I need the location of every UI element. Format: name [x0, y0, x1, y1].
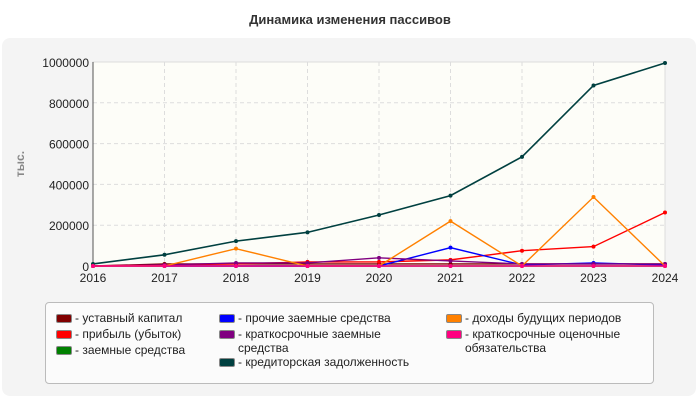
y-tick-label: 200000: [49, 219, 89, 233]
legend-swatch: [219, 314, 235, 323]
data-point: [591, 83, 596, 88]
legend: - уставный капитал - прибыль (убыток) - за…: [45, 302, 654, 384]
data-point: [520, 154, 524, 159]
data-point: [305, 230, 310, 235]
legend-label: - заемные средства: [75, 343, 186, 357]
legend-swatch: [446, 330, 462, 339]
data-point: [663, 264, 667, 268]
legend-swatch: [219, 358, 235, 367]
y-axis-label: тыс.: [13, 151, 27, 177]
data-point: [234, 260, 238, 265]
x-tick-label: 2022: [509, 271, 536, 285]
legend-item: - прибыль (убыток): [56, 327, 181, 341]
legend-item: - кредиторская задолженность: [219, 355, 409, 369]
data-point: [520, 248, 524, 253]
data-point: [234, 264, 238, 268]
chart-title: Динамика изменения пассивов: [249, 12, 451, 27]
legend-item: - доходы будущих периодов: [446, 311, 621, 325]
data-point: [305, 264, 310, 268]
legend-label: - краткосрочные заемные средства: [238, 327, 381, 355]
data-point: [377, 259, 381, 264]
x-tick-label: 2016: [80, 271, 107, 285]
data-point: [234, 239, 238, 244]
x-tick-label: 2021: [437, 271, 464, 285]
legend-label: - доходы будущих периодов: [465, 311, 622, 325]
legend-item: - прочие заемные средства: [219, 311, 391, 325]
x-tick-label: 2020: [366, 271, 393, 285]
x-tick-label: 2024: [652, 271, 679, 285]
data-point: [377, 255, 381, 260]
legend-swatch: [56, 346, 72, 355]
legend-label: - краткосрочные оценочные обязательства: [465, 327, 621, 355]
data-point: [663, 210, 667, 215]
y-tick-label: 0: [82, 260, 89, 274]
data-point: [520, 264, 524, 268]
legend-label: - прочие заемные средства: [238, 311, 391, 325]
data-point: [448, 245, 453, 250]
data-point: [377, 213, 381, 217]
data-point: [234, 246, 238, 251]
legend-item: - краткосрочные оценочные обязательства: [446, 327, 646, 355]
legend-item: - краткосрочные заемные средства: [219, 327, 409, 355]
data-point: [591, 264, 596, 268]
legend-label: - кредиторская задолженность: [238, 355, 410, 369]
legend-label: - уставный капитал: [75, 311, 183, 325]
x-tick-label: 2019: [294, 271, 321, 285]
data-point: [305, 260, 310, 265]
data-point: [162, 264, 167, 268]
data-point: [448, 258, 453, 263]
x-tick-label: 2017: [151, 271, 178, 285]
data-point: [448, 193, 453, 198]
data-point: [591, 195, 596, 200]
legend-swatch: [446, 314, 462, 323]
y-tick-label: 400000: [49, 178, 89, 192]
legend-item: - заемные средства: [56, 343, 185, 357]
data-point: [377, 264, 381, 268]
y-tick-label: 600000: [49, 138, 89, 152]
legend-swatch: [56, 330, 72, 339]
y-tick-label: 1000000: [42, 56, 89, 70]
legend-swatch: [219, 330, 235, 339]
data-point: [448, 264, 453, 268]
y-tick-label: 800000: [49, 97, 89, 111]
data-point: [591, 244, 596, 249]
data-point: [91, 264, 95, 268]
x-tick-label: 2023: [580, 271, 607, 285]
data-point: [448, 219, 453, 224]
legend-item: - уставный капитал: [56, 311, 182, 325]
legend-swatch: [56, 314, 72, 323]
legend-label: - прибыль (убыток): [75, 327, 182, 341]
x-tick-label: 2018: [223, 271, 250, 285]
data-point: [162, 252, 167, 257]
data-point: [663, 61, 667, 66]
